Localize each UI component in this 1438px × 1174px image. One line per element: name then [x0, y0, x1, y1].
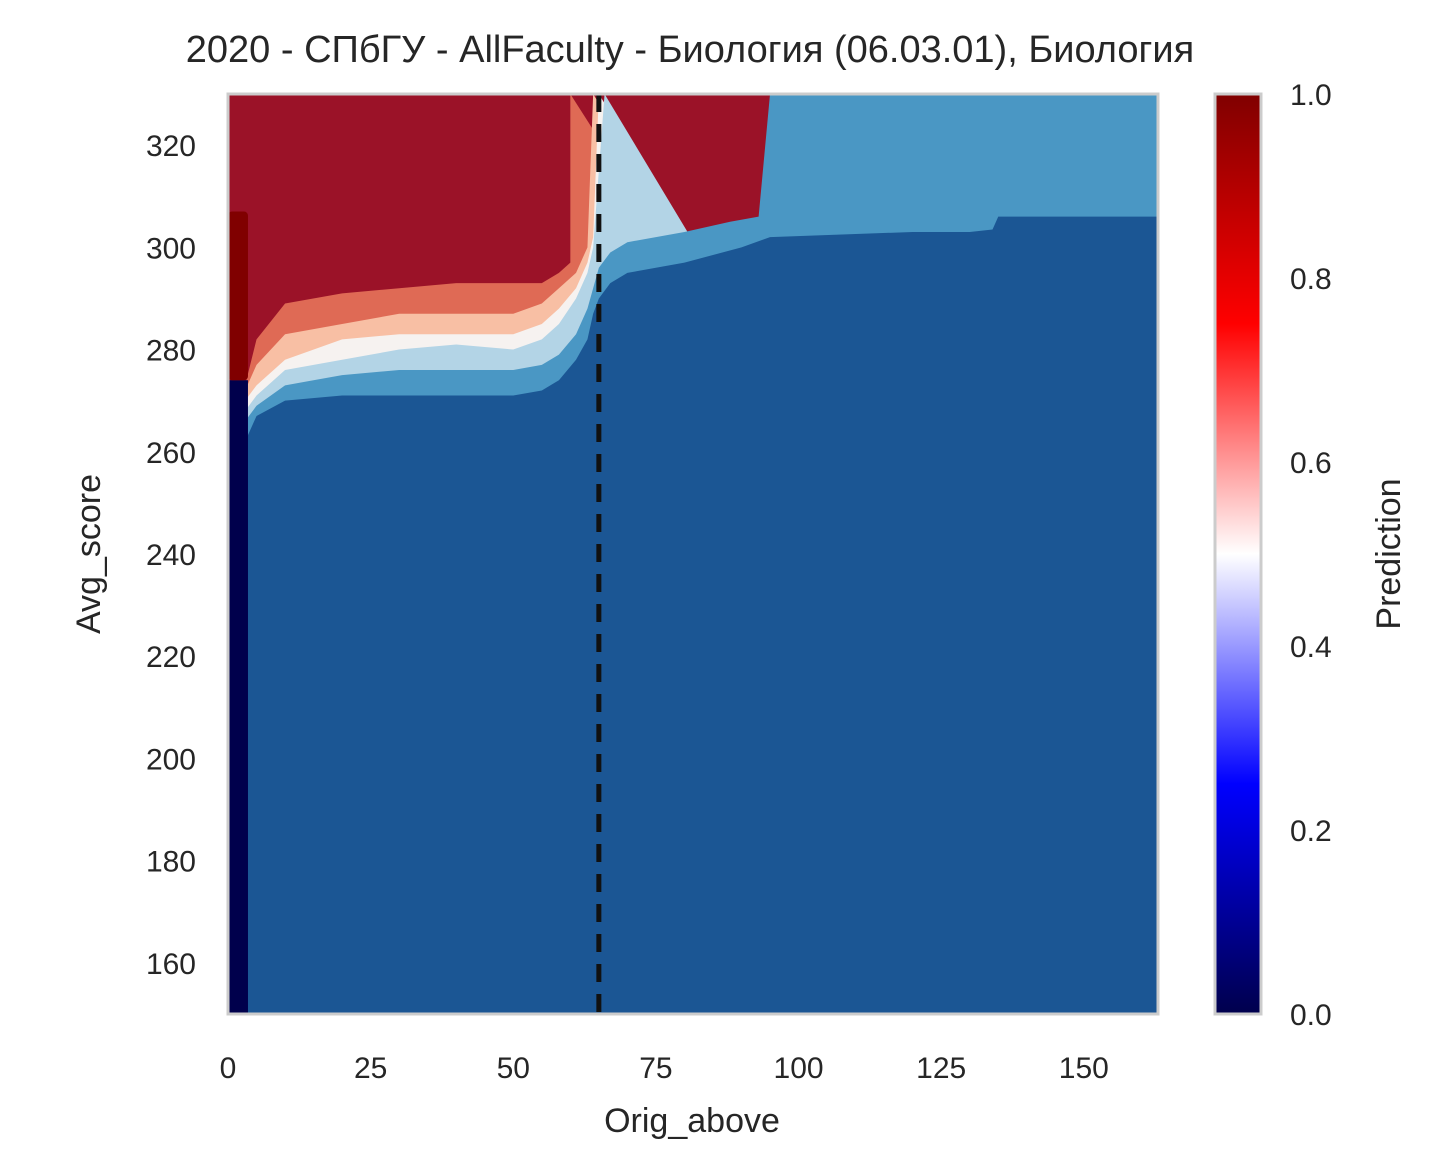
strip-low-points [228, 380, 248, 1014]
y-tick-label: 160 [146, 948, 196, 981]
plot-area [226, 92, 1160, 1016]
x-tick-label: 25 [354, 1052, 387, 1085]
x-tick-label: 150 [1059, 1052, 1109, 1085]
x-tick-label: 50 [497, 1052, 530, 1085]
plot-frame [226, 92, 1160, 1016]
colorbar-ticks: 0.0 0.2 0.4 0.6 0.8 1.0 [1290, 79, 1332, 1032]
x-axis-label: Orig_above [604, 1102, 780, 1140]
y-axis-label: Avg_score [70, 474, 108, 634]
y-tick-label: 220 [146, 641, 196, 674]
strip-high-points [228, 211, 248, 381]
colorbar: 0.0 0.2 0.4 0.6 0.8 1.0 Prediction [1213, 79, 1408, 1032]
colorbar-fill [1215, 94, 1261, 1014]
y-tick-label: 200 [146, 743, 196, 776]
y-axis-ticks: 160 180 200 220 240 260 280 300 320 [146, 130, 196, 981]
x-tick-label: 0 [220, 1052, 237, 1085]
x-tick-label: 75 [639, 1052, 672, 1085]
band-0.0–0.1 [245, 216, 1158, 1014]
y-tick-label: 180 [146, 846, 196, 879]
colorbar-tick-label: 0.2 [1290, 815, 1332, 848]
y-tick-label: 240 [146, 539, 196, 572]
colorbar-tick-label: 1.0 [1290, 79, 1332, 112]
colorbar-tick-label: 0.8 [1290, 263, 1332, 296]
colorbar-frame [1213, 92, 1263, 1016]
y-tick-label: 280 [146, 335, 196, 368]
colorbar-label: Prediction [1370, 478, 1408, 629]
left-strip [228, 211, 248, 1014]
colorbar-tick-label: 0.0 [1290, 999, 1332, 1032]
x-tick-label: 100 [774, 1052, 824, 1085]
y-tick-label: 260 [146, 437, 196, 470]
y-tick-label: 300 [146, 232, 196, 265]
contour-regions [228, 94, 1158, 1014]
y-tick-label: 320 [146, 130, 196, 163]
x-axis-ticks: 0 25 50 75 100 125 150 [220, 1052, 1109, 1085]
chart-title: 2020 - СПбГУ - AllFaculty - Биология (06… [186, 29, 1194, 71]
x-tick-label: 125 [916, 1052, 966, 1085]
colorbar-tick-label: 0.6 [1290, 447, 1332, 480]
colorbar-tick-label: 0.4 [1290, 631, 1332, 664]
